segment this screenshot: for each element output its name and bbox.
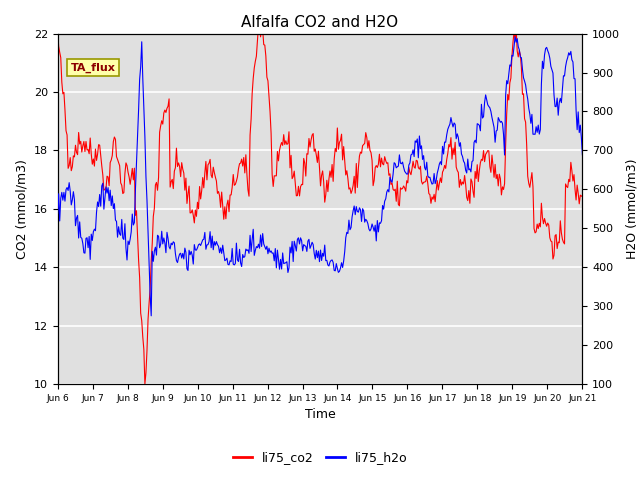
Y-axis label: H2O (mmol/m3): H2O (mmol/m3) <box>626 158 639 259</box>
Legend: li75_co2, li75_h2o: li75_co2, li75_h2o <box>228 446 412 469</box>
X-axis label: Time: Time <box>305 408 335 421</box>
Title: Alfalfa CO2 and H2O: Alfalfa CO2 and H2O <box>241 15 399 30</box>
Y-axis label: CO2 (mmol/m3): CO2 (mmol/m3) <box>15 159 28 259</box>
Text: TA_flux: TA_flux <box>70 62 116 72</box>
